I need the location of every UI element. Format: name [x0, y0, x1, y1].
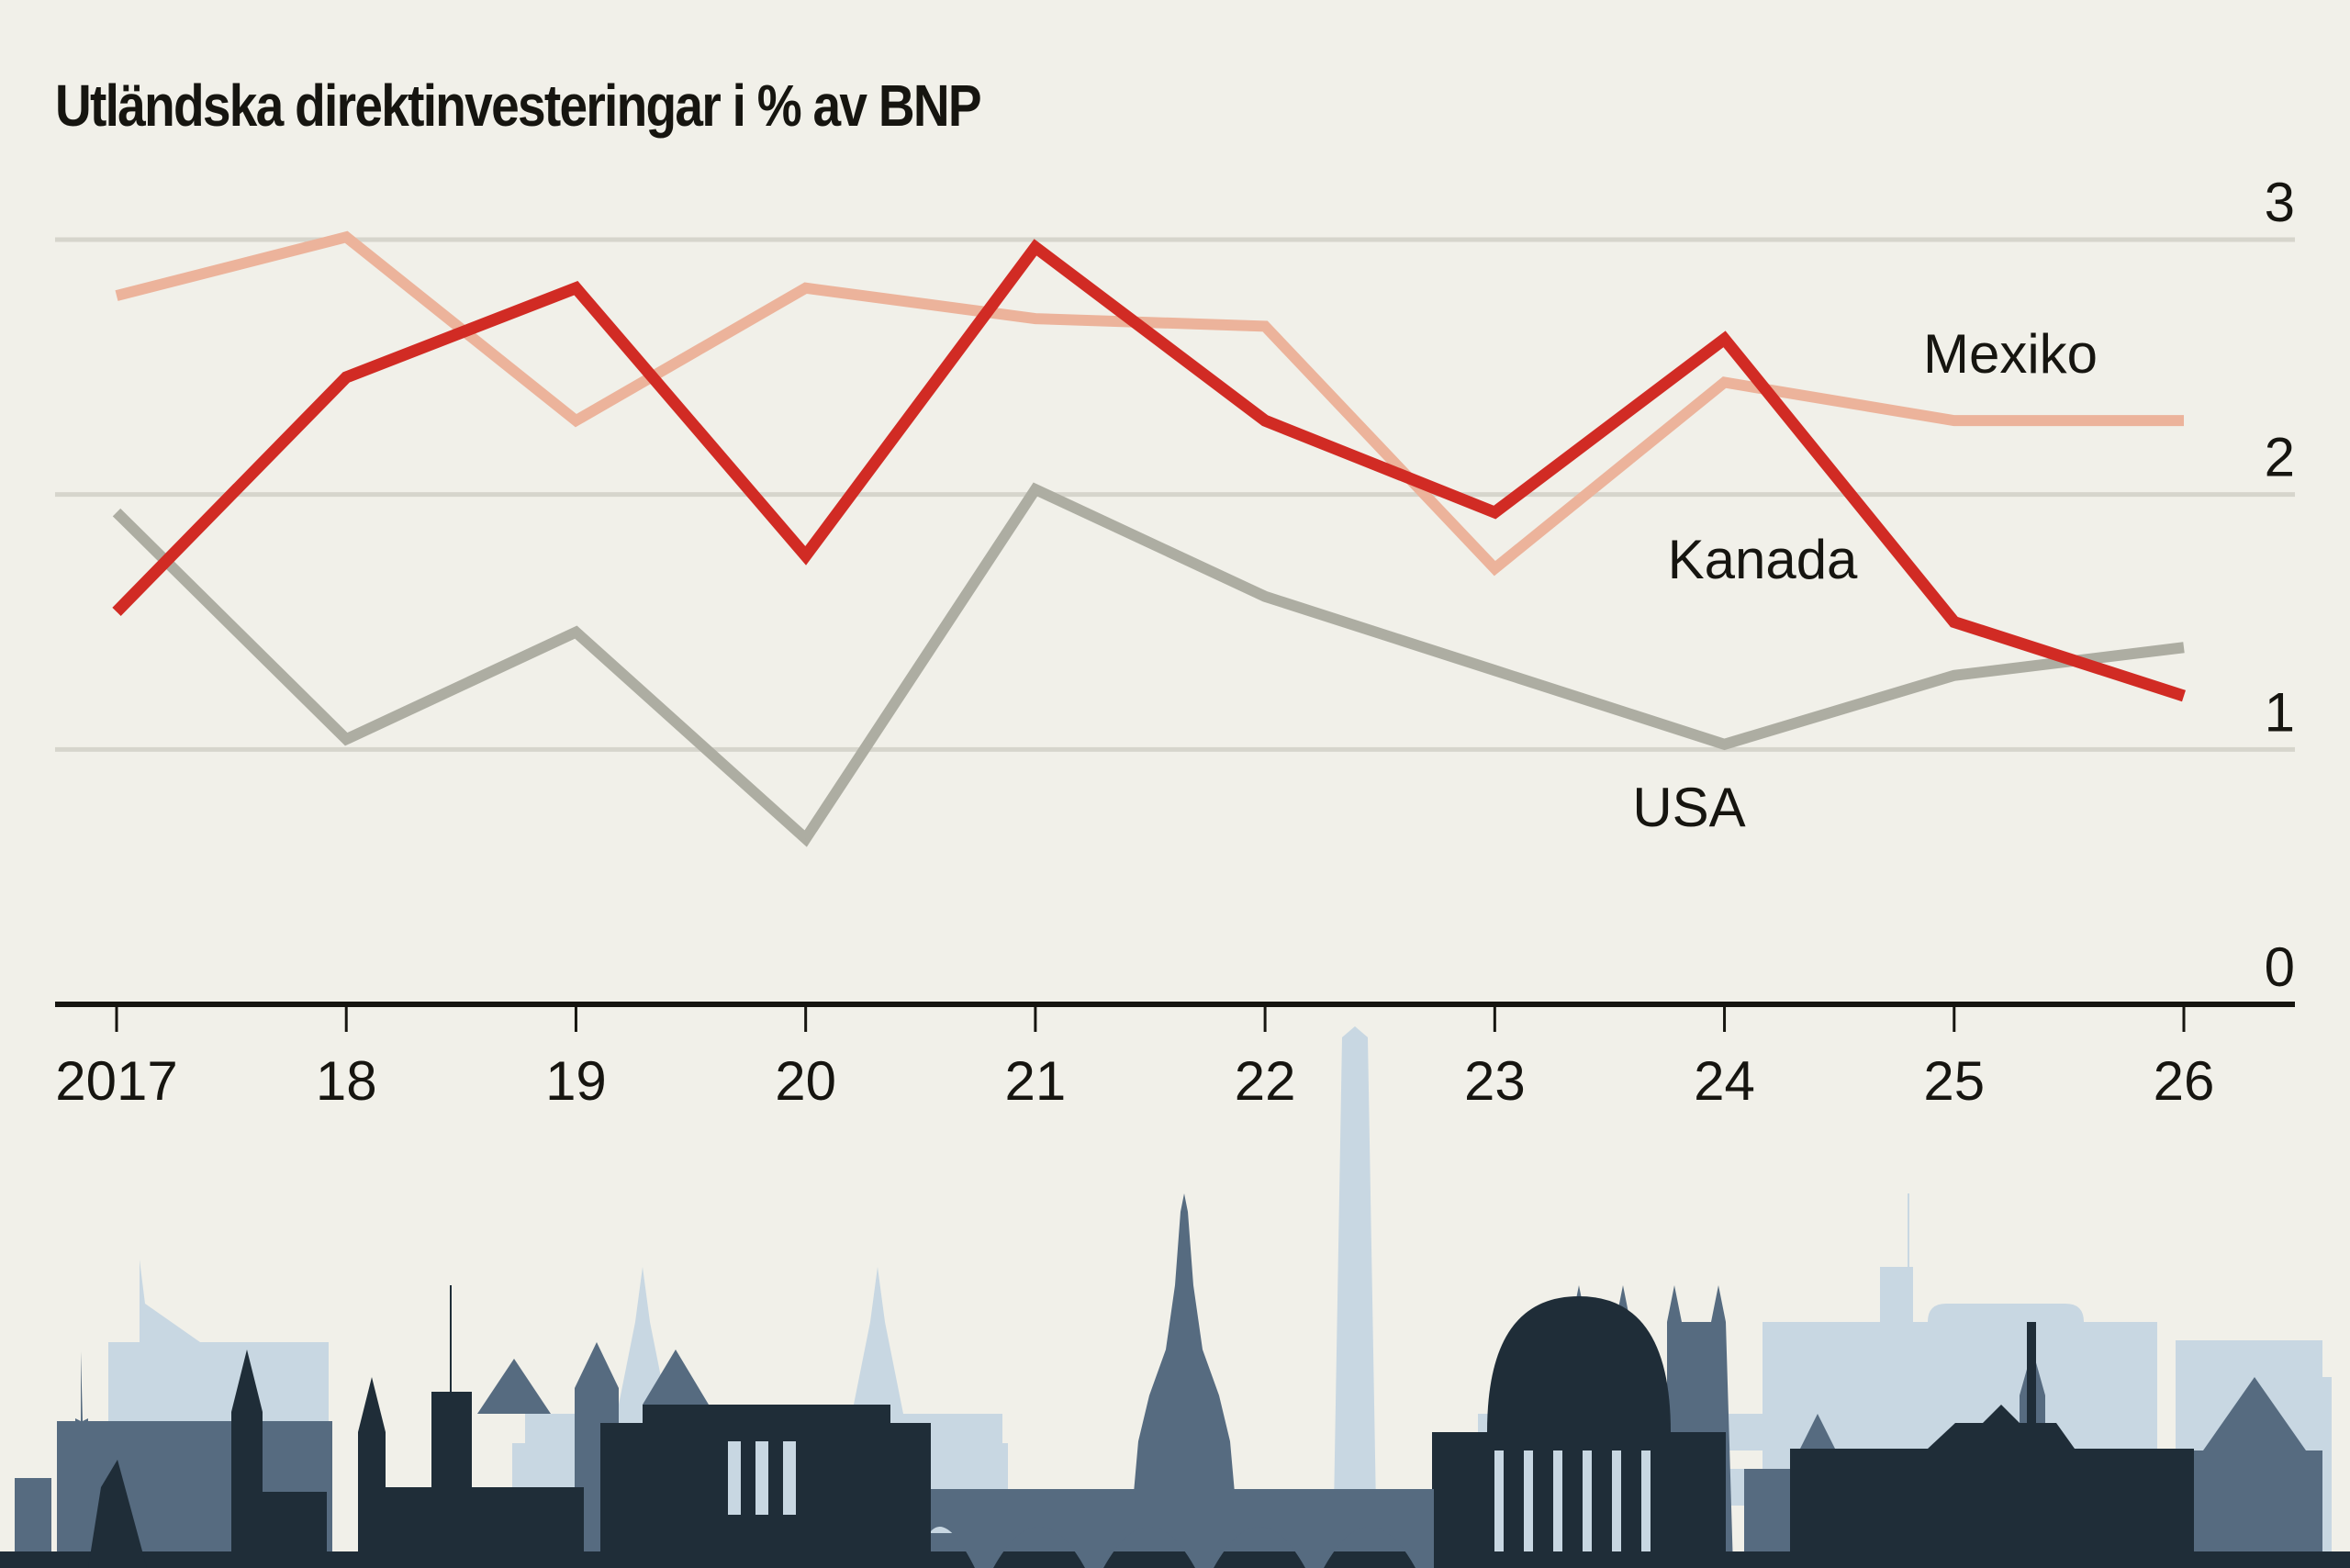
x-tick-label-20: 20: [775, 1050, 836, 1112]
x-tick-label-21: 21: [1005, 1050, 1067, 1112]
gridlines: [55, 237, 2295, 752]
x-tick-label-23: 23: [1464, 1050, 1526, 1112]
skyline-illustration: [0, 1026, 2350, 1568]
skyline-windows: [728, 1441, 1651, 1551]
x-tick-label-18: 18: [316, 1050, 377, 1112]
x-tick-label-24: 24: [1694, 1050, 1755, 1112]
x-tick-label-22: 22: [1235, 1050, 1296, 1112]
x-tick-label-25: 25: [1923, 1050, 1985, 1112]
series-line-kanada: [112, 239, 2186, 702]
y-tick-label-1: 1: [2265, 681, 2295, 743]
series-label-usa: USA: [1632, 777, 1745, 838]
x-tick-label-26: 26: [2154, 1050, 2215, 1112]
series-line-usa: [112, 482, 2185, 847]
y-tick-labels: 0 1 2 3: [2265, 172, 2295, 998]
series-labels: Mexiko Kanada USA: [1632, 323, 2098, 838]
series-label-kanada: Kanada: [1668, 529, 1858, 590]
x-axis: 2017 18 19 20 21 22 23 24 25 26: [55, 1002, 2295, 1112]
x-tick-label-2017: 2017: [55, 1050, 177, 1112]
x-tick-label-19: 19: [545, 1050, 607, 1112]
series-lines: [112, 230, 2186, 847]
chart-title: Utländska direktinvesteringar i % av BNP: [55, 73, 982, 139]
y-tick-label-2: 2: [2265, 427, 2295, 488]
series-label-mexiko: Mexiko: [1923, 323, 2098, 385]
skyline-bridge: [931, 1489, 1434, 1568]
y-tick-label-3: 3: [2265, 172, 2295, 233]
y-tick-label-0: 0: [2265, 936, 2295, 998]
